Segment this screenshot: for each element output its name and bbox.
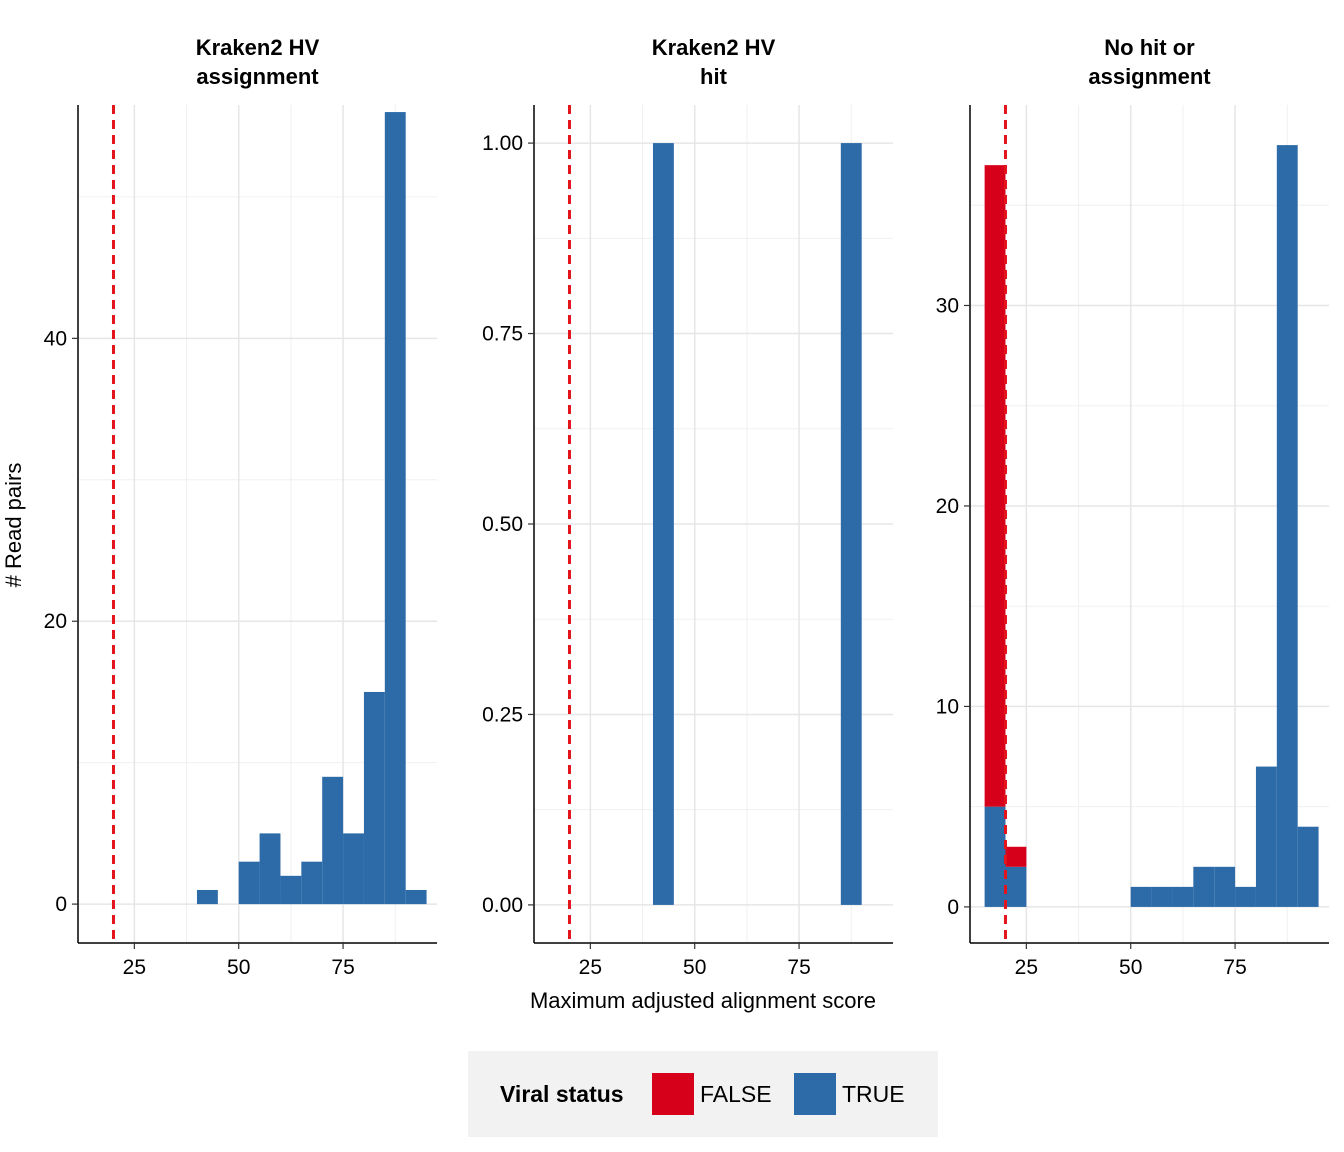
x-tick-label: 25	[1015, 956, 1038, 979]
panel-title-line2: assignment	[1088, 64, 1211, 89]
legend-key-false	[652, 1073, 694, 1115]
bar-true	[196, 889, 218, 905]
bar-true	[343, 833, 364, 905]
y-tick-label: 0	[947, 896, 959, 919]
x-tick-label: 75	[331, 956, 354, 979]
facet-panels: 25 50 75 0 20 40 Kraken2 HV assignment 25 50 75 0.0…	[44, 35, 1329, 979]
bar-true	[1151, 886, 1173, 907]
y-tick-label: 1.00	[482, 132, 523, 155]
y-tick-label: 20	[936, 495, 959, 518]
x-tick-label: 75	[787, 956, 810, 979]
panel-title-line2: assignment	[196, 64, 319, 89]
y-tick-label: 0.75	[482, 323, 523, 346]
facet-panel-2: 25 50 75 0.00 0.25 0.50 0.75 1.00 Kraken2 HV hit	[482, 35, 893, 979]
panel-title-line1: Kraken2 HV	[652, 35, 776, 60]
x-tick-label: 25	[579, 956, 602, 979]
y-tick-label: 30	[936, 294, 959, 317]
bar-true	[405, 889, 427, 905]
bar-true	[238, 861, 260, 905]
legend-key-true	[794, 1073, 836, 1115]
bar-true	[840, 143, 862, 905]
panel-title-line1: Kraken2 HV	[196, 35, 320, 60]
x-tick-label: 50	[1119, 956, 1142, 979]
bar-true	[322, 776, 344, 905]
x-axis-label: Maximum adjusted alignment score	[530, 988, 876, 1013]
y-tick-label: 0.25	[482, 703, 523, 726]
facet-panel-3: 25 50 75 0 10 20 30 No hit or assignment	[936, 35, 1329, 979]
panel-title-line1: No hit or	[1104, 35, 1195, 60]
legend-label-true: TRUE	[842, 1081, 905, 1107]
bar-true	[1005, 866, 1027, 907]
x-tick-label: 50	[227, 956, 250, 979]
bar-true	[652, 143, 674, 905]
y-tick-label: 40	[44, 327, 67, 350]
legend-label-false: FALSE	[700, 1081, 772, 1107]
bar-true	[1297, 826, 1319, 907]
bar-true	[1276, 145, 1298, 907]
bar-true	[280, 875, 302, 905]
bar-true	[1172, 886, 1194, 907]
bar-true	[1193, 866, 1215, 907]
bar-true	[363, 691, 385, 905]
y-tick-label: 10	[936, 695, 959, 718]
y-axis-label: # Read pairs	[1, 463, 26, 588]
bar-true	[384, 112, 406, 905]
bar-true	[259, 833, 281, 905]
x-tick-label: 25	[123, 956, 146, 979]
bar-true	[1255, 766, 1277, 907]
bar-false	[984, 165, 1006, 807]
y-tick-label: 20	[44, 610, 67, 633]
y-tick-label: 0	[55, 893, 67, 916]
bar-true	[1235, 886, 1256, 907]
x-tick-label: 75	[1223, 956, 1246, 979]
facet-panel-1: 25 50 75 0 20 40 Kraken2 HV assignment	[44, 35, 437, 979]
y-tick-label: 0.00	[482, 894, 523, 917]
y-tick-label: 0.50	[482, 513, 523, 536]
legend-title: Viral status	[500, 1081, 624, 1107]
bar-false	[1005, 846, 1027, 867]
legend: Viral status FALSE TRUE	[468, 1051, 938, 1137]
bar-true	[301, 861, 323, 905]
bar-true	[1130, 886, 1152, 907]
panel-title-line2: hit	[700, 64, 728, 89]
bar-true	[984, 806, 1006, 907]
bar-true	[1214, 866, 1236, 907]
x-tick-label: 50	[683, 956, 706, 979]
